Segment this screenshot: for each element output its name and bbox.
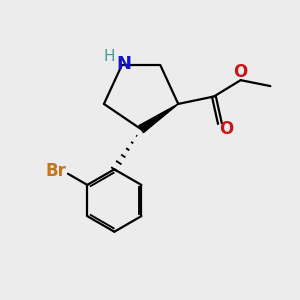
Text: Br: Br <box>45 162 66 180</box>
Text: O: O <box>219 120 233 138</box>
Text: H: H <box>103 50 115 64</box>
Polygon shape <box>139 104 178 133</box>
Text: N: N <box>117 55 132 73</box>
Text: O: O <box>233 63 248 81</box>
